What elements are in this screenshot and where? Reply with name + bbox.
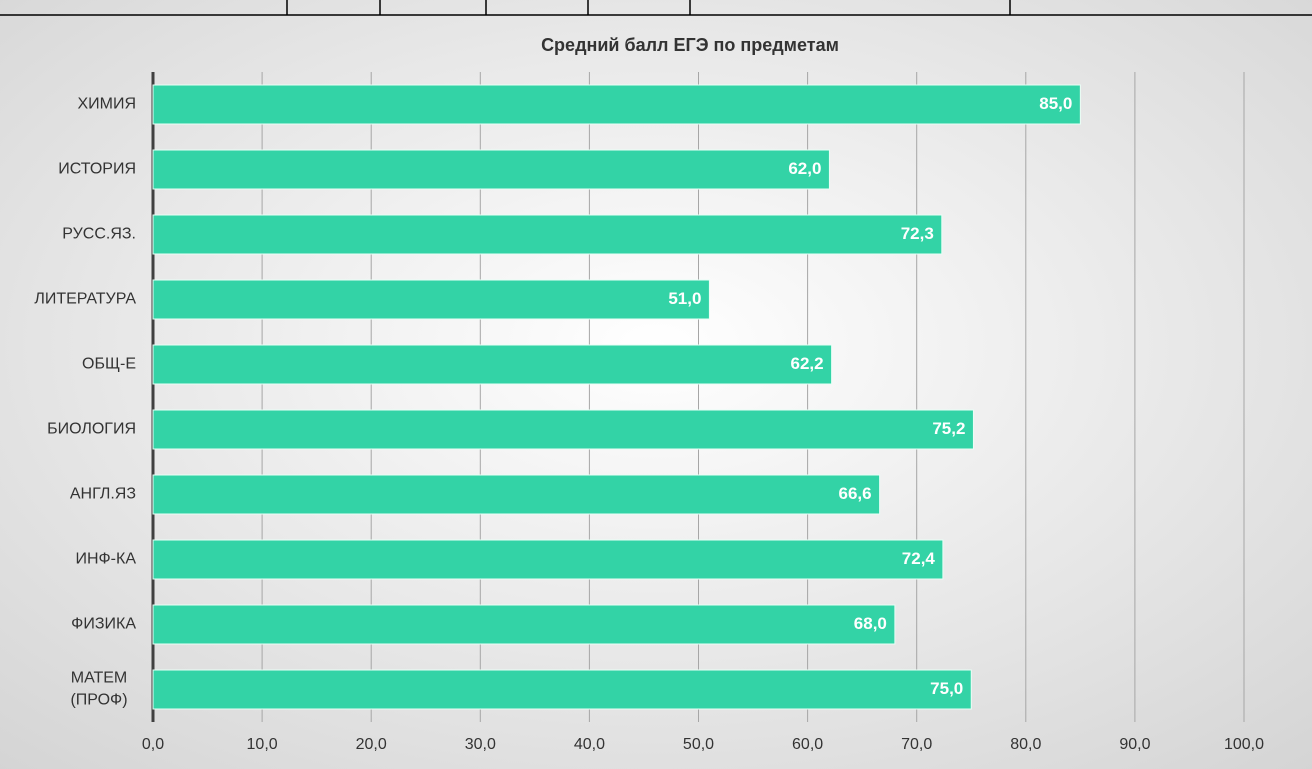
x-tick-label: 60,0 xyxy=(792,736,823,753)
y-tick-label: ХИМИЯ xyxy=(77,96,136,113)
data-label: 85,0 xyxy=(1039,94,1072,113)
y-tick-label: РУСС.ЯЗ. xyxy=(62,226,136,243)
data-label: 62,0 xyxy=(788,159,821,178)
x-tick-label: 90,0 xyxy=(1119,736,1150,753)
data-label: 62,2 xyxy=(791,354,824,373)
bar xyxy=(152,214,943,255)
bar xyxy=(152,604,896,645)
x-tick-label: 10,0 xyxy=(247,736,278,753)
y-tick-label: ОБЩ-Е xyxy=(82,356,136,373)
bar xyxy=(152,539,944,580)
y-tick-label: АНГЛ.ЯЗ xyxy=(70,486,136,503)
data-label: 66,6 xyxy=(839,484,872,503)
bar xyxy=(152,669,972,710)
chart-title: Средний балл ЕГЭ по предметам xyxy=(541,35,839,55)
bar xyxy=(152,84,1081,125)
y-tick-label: ФИЗИКА xyxy=(71,616,136,633)
bar xyxy=(152,279,710,320)
x-tick-label: 20,0 xyxy=(356,736,387,753)
x-tick-label: 40,0 xyxy=(574,736,605,753)
bar xyxy=(152,474,881,515)
y-tick-label: ЛИТЕРАТУРА xyxy=(34,291,136,308)
bar xyxy=(152,344,833,385)
x-tick-label: 70,0 xyxy=(901,736,932,753)
x-tick-label: 0,0 xyxy=(142,736,164,753)
y-tick-label: МАТЕМ (ПРОФ) xyxy=(70,670,127,709)
bar xyxy=(152,149,830,190)
x-tick-label: 80,0 xyxy=(1010,736,1041,753)
bar xyxy=(152,409,974,450)
x-tick-label: 50,0 xyxy=(683,736,714,753)
x-tick-label: 100,0 xyxy=(1224,736,1264,753)
y-tick-label: ИНФ-КА xyxy=(75,551,136,568)
y-tick-label: БИОЛОГИЯ xyxy=(47,421,136,438)
data-label: 72,3 xyxy=(901,224,934,243)
data-label: 75,0 xyxy=(930,679,963,698)
data-label: 75,2 xyxy=(932,419,965,438)
y-tick-label: ИСТОРИЯ xyxy=(58,161,136,178)
data-label: 51,0 xyxy=(668,289,701,308)
x-tick-label: 30,0 xyxy=(465,736,496,753)
top-border xyxy=(0,0,1312,16)
data-label: 68,0 xyxy=(854,614,887,633)
data-label: 72,4 xyxy=(902,549,936,568)
